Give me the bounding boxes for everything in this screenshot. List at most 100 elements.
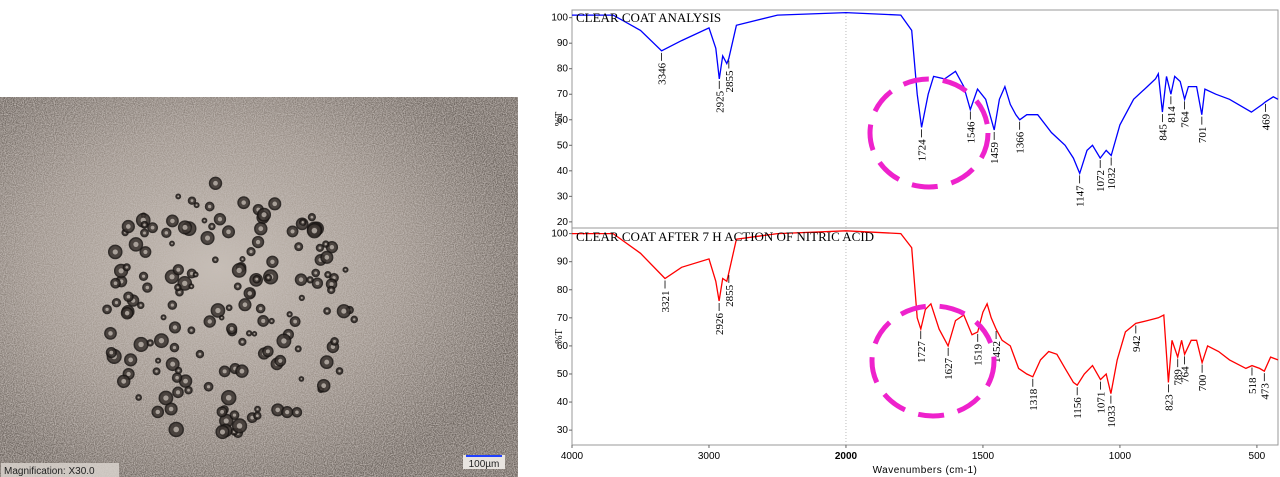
pit-center — [256, 414, 259, 417]
y-tick-label: 80 — [557, 285, 569, 296]
pit-center — [301, 378, 303, 380]
peak-label: 1724 — [917, 139, 929, 162]
pit-center — [309, 279, 311, 281]
pit-center — [113, 249, 118, 254]
pit-center — [125, 311, 129, 315]
peak-label: 1033 — [1106, 405, 1118, 428]
pit-center — [330, 289, 333, 292]
pit-center — [191, 199, 194, 202]
panel-title: CLEAR COAT ANALYSIS — [576, 10, 721, 25]
pit-center — [315, 281, 319, 285]
pit-center — [163, 316, 165, 318]
y-tick-label: 100 — [551, 229, 568, 240]
pit-center — [138, 342, 143, 347]
pit-center — [105, 308, 108, 311]
pit-center — [213, 181, 218, 186]
pit-center — [109, 351, 113, 355]
pit-center — [142, 275, 145, 278]
pit-center — [143, 250, 147, 254]
pit-center — [262, 212, 267, 217]
pit-center — [218, 217, 222, 221]
pit-center — [155, 370, 158, 373]
pit-center — [271, 320, 273, 322]
pit-center — [146, 286, 150, 290]
pit-center — [255, 278, 258, 281]
pit-center — [312, 228, 318, 234]
peak-label: 1147 — [1075, 185, 1087, 207]
pit-center — [272, 202, 277, 207]
pit-center — [233, 413, 236, 416]
panel-title: CLEAR COAT AFTER 7 H ACTION OF NITRIC AC… — [576, 229, 874, 244]
pit-center — [173, 427, 179, 433]
x-axis-label: Wavenumbers (cm-1) — [873, 465, 978, 476]
peak-label: 845 — [1157, 124, 1169, 141]
peak-label: 2855 — [724, 70, 736, 93]
pit-center — [319, 247, 322, 250]
pit-center — [182, 281, 187, 286]
pit-center — [177, 196, 179, 198]
pit-center — [299, 277, 303, 281]
y-tick-label: 80 — [557, 64, 569, 75]
pit-center — [169, 407, 174, 412]
peak-label: 469 — [1260, 113, 1272, 130]
pit-center — [293, 320, 297, 324]
pit-center — [182, 225, 187, 230]
pit-center — [195, 274, 197, 276]
peak-label: 942 — [1131, 335, 1143, 352]
peak-label: 2925 — [714, 90, 726, 113]
pit-center — [333, 340, 336, 343]
pit-center — [278, 359, 282, 363]
pit-center — [176, 268, 180, 272]
y-tick-label: 70 — [557, 313, 569, 324]
pit-center — [170, 362, 175, 367]
pit-center — [266, 349, 270, 353]
magnification-caption: Magnification: X30.0 — [4, 466, 95, 477]
spectra: 2030405060708090100%T3346292528551724154… — [551, 10, 1278, 476]
pit-center — [138, 396, 140, 398]
pit-center — [220, 410, 224, 414]
pit-center — [173, 325, 177, 329]
y-tick-label: 40 — [557, 166, 569, 177]
pit-center — [297, 245, 300, 248]
pit-center — [169, 274, 174, 279]
pit-center — [341, 309, 346, 314]
pit-center — [159, 338, 164, 343]
y-tick-label: 70 — [557, 89, 569, 100]
pit-center — [327, 274, 329, 276]
micrograph-texture — [0, 97, 518, 477]
x-tick-label: 4000 — [561, 451, 584, 462]
pit-center — [108, 331, 113, 336]
peak-label: 3321 — [660, 291, 672, 313]
pit-center — [163, 395, 168, 400]
y-tick-label: 100 — [551, 13, 568, 24]
pit-center — [270, 260, 274, 264]
pit-center — [128, 358, 133, 363]
y-axis-label: %T — [554, 329, 565, 343]
pit-center — [241, 200, 246, 205]
pit-center — [205, 236, 210, 241]
pit-center — [330, 282, 334, 286]
pit-center — [208, 205, 211, 208]
pit-center — [204, 220, 206, 222]
pit-center — [114, 281, 118, 285]
pit-center — [214, 259, 216, 261]
peak-label: 1366 — [1015, 131, 1027, 154]
pit-center — [121, 379, 126, 384]
pit-center — [156, 410, 160, 414]
pit-center — [325, 243, 327, 245]
peak-label: 1546 — [965, 121, 977, 144]
y-tick-label: 90 — [557, 38, 569, 49]
pit-center — [177, 286, 179, 288]
pit-center — [275, 408, 280, 413]
pit-center — [281, 338, 286, 343]
pit-center — [314, 271, 317, 274]
pit-center — [143, 224, 146, 227]
pit-center — [243, 302, 248, 307]
pit-center — [127, 295, 131, 299]
y-tick-label: 50 — [557, 369, 569, 380]
peak-label: 1519 — [973, 343, 985, 366]
pit-center — [353, 318, 355, 320]
peak-label: 1627 — [943, 357, 955, 380]
pit-center — [226, 395, 232, 401]
